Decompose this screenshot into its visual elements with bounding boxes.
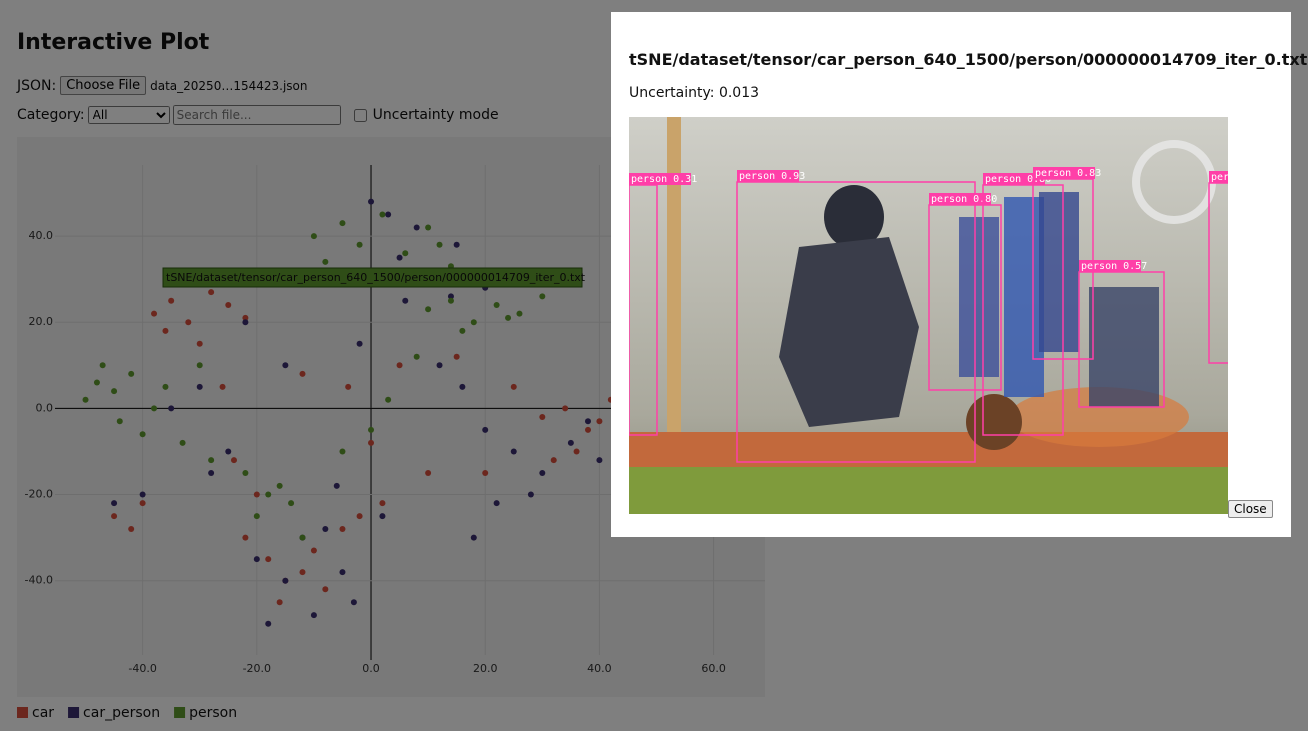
player [959, 217, 999, 377]
detection-label-bg [1079, 260, 1141, 272]
detection-label: person 0.93 [739, 171, 805, 182]
pole [667, 117, 681, 447]
grass [629, 467, 1228, 514]
modal: tSNE/dataset/tensor/car_person_640_1500/… [611, 12, 1307, 537]
player [1039, 192, 1079, 352]
detection-label-bg [1209, 171, 1228, 183]
detection-label-bg [929, 193, 991, 205]
player [1004, 197, 1044, 397]
detection-label: person 0.83 [1035, 168, 1101, 179]
detection-label-bg [629, 173, 691, 185]
detection-label: person 0.80 [931, 194, 997, 205]
catcher [779, 237, 919, 427]
detection-label-bg [983, 173, 1045, 185]
player [1089, 287, 1159, 407]
modal-title: tSNE/dataset/tensor/car_person_640_1500/… [629, 50, 1308, 69]
detection-label: person 0.57 [1081, 261, 1147, 272]
close-button[interactable]: Close [1228, 500, 1273, 518]
detection-label: person [1211, 172, 1228, 183]
detection-label-bg [1033, 167, 1095, 179]
detection-label: person 0.31 [631, 174, 697, 185]
glove [966, 394, 1022, 450]
helmet [824, 185, 884, 249]
detection-box [736, 181, 976, 463]
detection-label: person 0.80 [985, 174, 1051, 185]
modal-uncertainty: Uncertainty: 0.013 [629, 85, 760, 101]
detection-label-bg [737, 170, 799, 182]
